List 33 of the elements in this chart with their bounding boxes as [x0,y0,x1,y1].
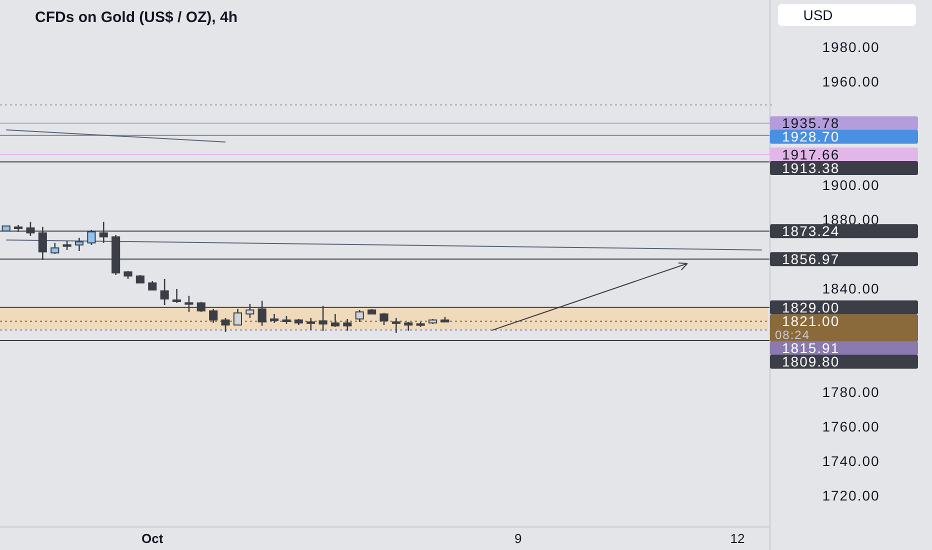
ref-line-label: 1935.78 [782,115,840,132]
candlestick [380,312,388,326]
ref-line-label: 1913.38 [782,160,840,176]
candlestick [50,242,60,255]
candlestick [74,237,84,252]
candlestick [343,318,352,332]
y-tick-label: 1900.00 [822,176,880,193]
ref-line-label: 1928.70 [782,128,840,145]
ref-line-label: 1821.00 08:24 [775,313,840,342]
y-tick-label: 1960.00 [822,73,880,90]
text: USD [803,6,833,23]
y-tick-label: 1720.00 [822,487,880,504]
y-tick-label: 1980.00 [822,38,880,55]
candlestick [221,317,230,333]
candlestick [172,288,182,304]
ref-line-label: 1856.97 [782,251,840,268]
candlestick [355,309,364,323]
candlestick [392,317,400,334]
ref-line-label: 1809.80 [782,354,840,370]
candlestick [306,317,316,331]
x-tick-label: 9 [514,531,522,546]
y-tick-label: 1740.00 [822,452,880,469]
candlestick [330,313,340,328]
ref-line-label: 1815.91 [782,340,840,356]
x-tick-label: Oct [142,531,164,546]
x-tick-label: 12 [730,531,745,546]
text: CFDs on Gold (US$ / OZ), 4h [35,9,238,26]
y-tick-label: 1760.00 [822,418,880,434]
y-tick-label: 1840.00 [822,280,880,296]
y-tick-label: 1780.00 [822,384,880,400]
candlestick [160,278,169,306]
ref-line-label: 1917.66 [782,146,840,162]
ref-line-label: 1829.00 [782,299,840,316]
